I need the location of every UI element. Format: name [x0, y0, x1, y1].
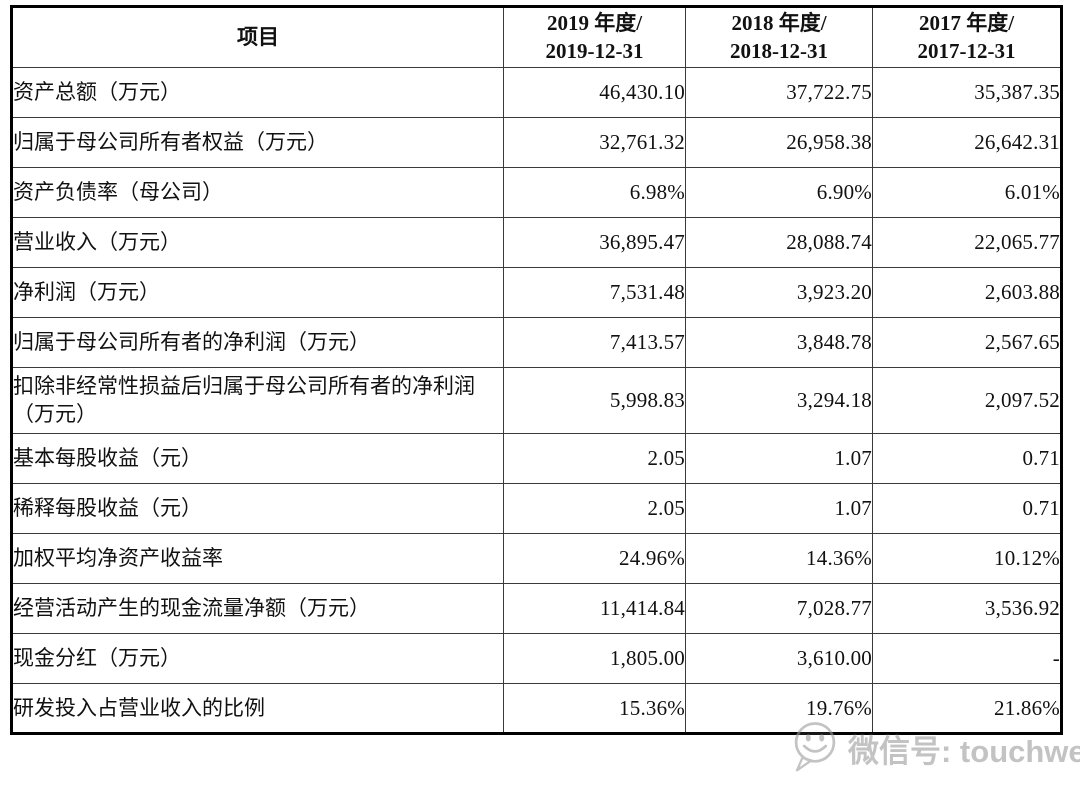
row-label: 资产负债率（母公司）	[11, 167, 504, 219]
value-2018: 1.07	[685, 433, 873, 485]
value-2019: 46,430.10	[503, 67, 686, 119]
table-row: 归属于母公司所有者权益（万元） 32,761.32 26,958.38 26,6…	[11, 117, 1062, 169]
value-2017: 0.71	[872, 433, 1062, 485]
row-label: 稀释每股收益（元）	[11, 483, 504, 535]
value-2019: 11,414.84	[503, 583, 686, 635]
value-2019: 5,998.83	[503, 367, 686, 435]
table-row: 加权平均净资产收益率 24.96% 14.36% 10.12%	[11, 533, 1062, 585]
value-2017: 26,642.31	[872, 117, 1062, 169]
row-label: 扣除非经常性损益后归属于母公司所有者的净利润（万元）	[11, 367, 504, 435]
value-2019: 6.98%	[503, 167, 686, 219]
value-2017: 22,065.77	[872, 217, 1062, 269]
row-label: 归属于母公司所有者权益（万元）	[11, 117, 504, 169]
value-2017: 2,097.52	[872, 367, 1062, 435]
value-2019: 36,895.47	[503, 217, 686, 269]
row-label: 研发投入占营业收入的比例	[11, 683, 504, 735]
table-row: 现金分红（万元） 1,805.00 3,610.00 -	[11, 633, 1062, 685]
value-2017: -	[872, 633, 1062, 685]
row-label: 基本每股收益（元）	[11, 433, 504, 485]
row-label: 现金分红（万元）	[11, 633, 504, 685]
header-cell-2018: 2018 年度/ 2018-12-31	[685, 5, 873, 69]
row-label: 净利润（万元）	[11, 267, 504, 319]
value-2019: 7,413.57	[503, 317, 686, 369]
table-row: 研发投入占营业收入的比例 15.36% 19.76% 21.86%	[11, 683, 1062, 735]
table-row: 稀释每股收益（元） 2.05 1.07 0.71	[11, 483, 1062, 535]
value-2019: 2.05	[503, 483, 686, 535]
value-2018: 37,722.75	[685, 67, 873, 119]
header-2019-line2: 2019-12-31	[545, 38, 644, 63]
value-2017: 21.86%	[872, 683, 1062, 735]
value-2018: 3,923.20	[685, 267, 873, 319]
financial-summary-table: 项目 2019 年度/ 2019-12-31 2018 年度/ 2018-12-…	[10, 5, 1063, 736]
value-2019: 7,531.48	[503, 267, 686, 319]
table-row: 资产负债率（母公司） 6.98% 6.90% 6.01%	[11, 167, 1062, 219]
value-2019: 32,761.32	[503, 117, 686, 169]
header-2017-line2: 2017-12-31	[917, 38, 1016, 63]
row-label: 归属于母公司所有者的净利润（万元）	[11, 317, 504, 369]
table-row: 资产总额（万元） 46,430.10 37,722.75 35,387.35	[11, 67, 1062, 119]
value-2018: 3,610.00	[685, 633, 873, 685]
value-2018: 14.36%	[685, 533, 873, 585]
value-2017: 2,567.65	[872, 317, 1062, 369]
row-label: 资产总额（万元）	[11, 67, 504, 119]
header-cell-2017: 2017 年度/ 2017-12-31	[872, 5, 1062, 69]
table-row: 扣除非经常性损益后归属于母公司所有者的净利润（万元） 5,998.83 3,29…	[11, 367, 1062, 435]
value-2018: 28,088.74	[685, 217, 873, 269]
row-label: 营业收入（万元）	[11, 217, 504, 269]
row-label: 经营活动产生的现金流量净额（万元）	[11, 583, 504, 635]
header-cell-2019: 2019 年度/ 2019-12-31	[503, 5, 686, 69]
table-row: 基本每股收益（元） 2.05 1.07 0.71	[11, 433, 1062, 485]
value-2019: 24.96%	[503, 533, 686, 585]
table-row: 营业收入（万元） 36,895.47 28,088.74 22,065.77	[11, 217, 1062, 269]
header-2019-line1: 2019 年度/	[546, 11, 643, 35]
value-2019: 2.05	[503, 433, 686, 485]
table-row: 净利润（万元） 7,531.48 3,923.20 2,603.88	[11, 267, 1062, 319]
header-2017-line1: 2017 年度/	[918, 11, 1015, 35]
value-2018: 1.07	[685, 483, 873, 535]
table-row: 经营活动产生的现金流量净额（万元） 11,414.84 7,028.77 3,5…	[11, 583, 1062, 635]
value-2018: 3,848.78	[685, 317, 873, 369]
table-row: 归属于母公司所有者的净利润（万元） 7,413.57 3,848.78 2,56…	[11, 317, 1062, 369]
value-2017: 0.71	[872, 483, 1062, 535]
header-2018-line1: 2018 年度/	[731, 11, 827, 35]
value-2018: 19.76%	[685, 683, 873, 735]
value-2019: 15.36%	[503, 683, 686, 735]
header-cell-item: 项目	[11, 5, 504, 69]
header-2018-line2: 2018-12-31	[730, 38, 828, 63]
value-2019: 1,805.00	[503, 633, 686, 685]
header-row: 项目 2019 年度/ 2019-12-31 2018 年度/ 2018-12-…	[11, 5, 1062, 69]
value-2017: 10.12%	[872, 533, 1062, 585]
value-2018: 6.90%	[685, 167, 873, 219]
value-2017: 3,536.92	[872, 583, 1062, 635]
value-2017: 35,387.35	[872, 67, 1062, 119]
value-2018: 7,028.77	[685, 583, 873, 635]
value-2018: 26,958.38	[685, 117, 873, 169]
row-label: 加权平均净资产收益率	[11, 533, 504, 585]
value-2017: 6.01%	[872, 167, 1062, 219]
value-2017: 2,603.88	[872, 267, 1062, 319]
value-2018: 3,294.18	[685, 367, 873, 435]
